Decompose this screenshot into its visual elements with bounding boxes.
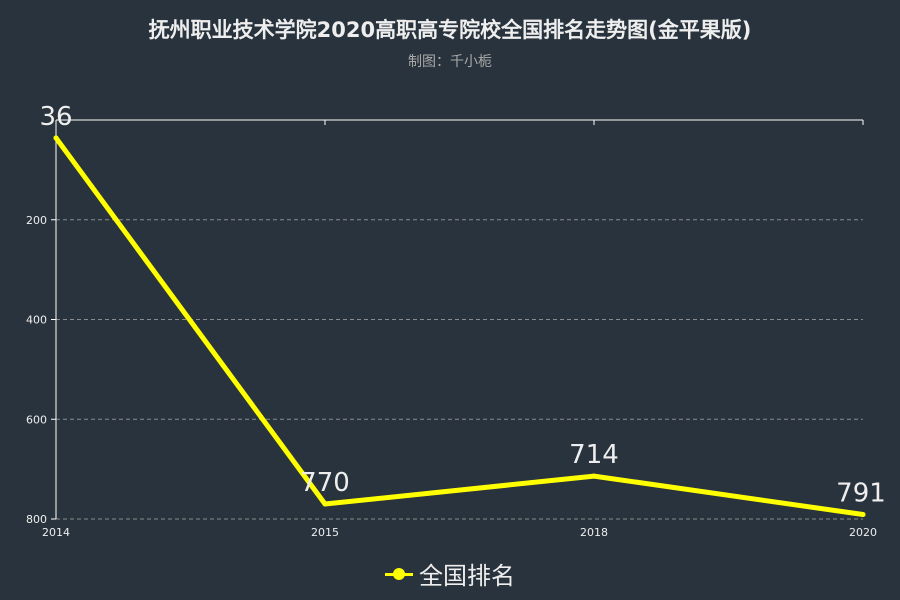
- data-point: [322, 501, 328, 507]
- series: [53, 135, 866, 518]
- legend[interactable]: 全国排名: [0, 556, 900, 591]
- data-point: [860, 512, 866, 518]
- series-line: [53, 135, 866, 518]
- y-tick-label: 800: [26, 513, 47, 526]
- legend-dot: [393, 567, 405, 580]
- x-tick-label: 2020: [849, 526, 877, 539]
- data-label: 36: [39, 102, 72, 132]
- legend-marker: [385, 567, 413, 581]
- y-tick-label: 200: [26, 214, 47, 227]
- data-label: 714: [569, 440, 619, 470]
- x-tick-label: 2014: [42, 526, 70, 539]
- data-label: 791: [836, 479, 886, 509]
- data-labels: 36 770 714 791: [39, 102, 885, 509]
- data-point: [53, 135, 59, 141]
- legend-label: 全国排名: [419, 562, 515, 590]
- data-label: 770: [300, 468, 350, 498]
- y-tick-label: 600: [26, 413, 47, 426]
- chart-subtitle: 制图：千小栀: [408, 54, 492, 70]
- chart-title: 抚州职业技术学院2020高职高专院校全国排名走势图(金平果版): [148, 18, 752, 42]
- grid-lines: [56, 219, 863, 520]
- data-point: [591, 473, 597, 479]
- y-tick-label: 400: [26, 314, 47, 327]
- x-tick-label: 2018: [580, 526, 608, 539]
- x-tick-label: 2015: [311, 526, 339, 539]
